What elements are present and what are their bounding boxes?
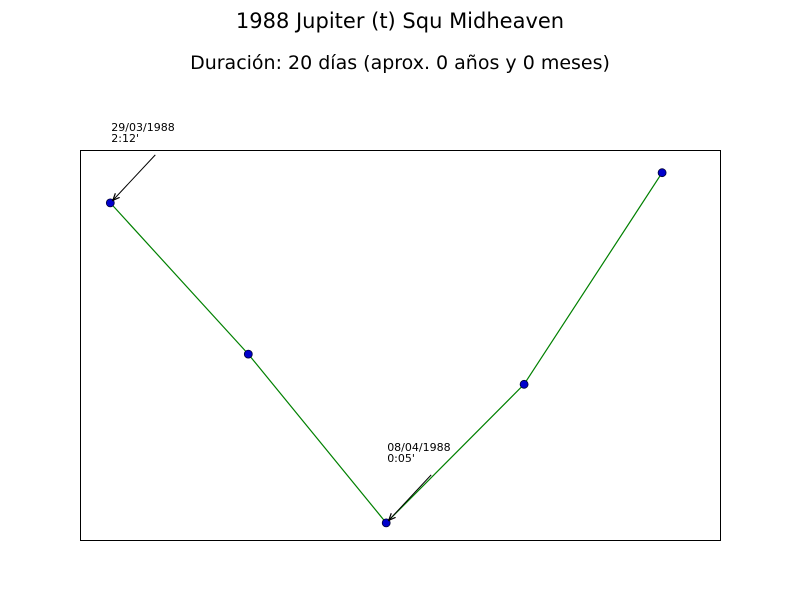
plot-area <box>80 150 721 541</box>
annotation-date: 29/03/1988 <box>111 121 174 134</box>
annotation-value: 0:05' <box>387 452 415 465</box>
annotation-value: 2:12' <box>111 132 139 145</box>
chart-title: 1988 Jupiter (t) Squ Midheaven <box>236 9 564 33</box>
data-point-4 <box>657 168 667 178</box>
annotation-date: 08/04/1988 <box>387 441 450 454</box>
data-point-1 <box>243 349 253 359</box>
data-point-3 <box>519 379 529 389</box>
series-layer <box>105 168 667 528</box>
chart-subtitle: Duración: 20 días (aprox. 0 años y 0 mes… <box>190 52 610 74</box>
annotation-arrow <box>113 154 156 201</box>
annotation-arrow <box>389 474 432 521</box>
